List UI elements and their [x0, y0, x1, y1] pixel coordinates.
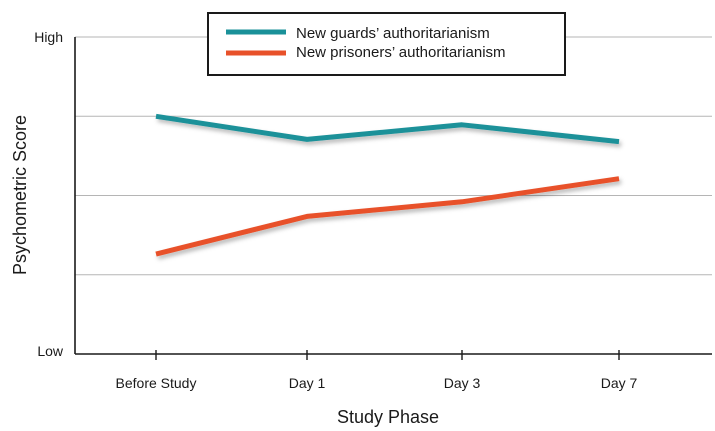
- series-line-0: [155, 113, 620, 145]
- series-lines: [155, 113, 620, 257]
- legend-box: [207, 12, 566, 76]
- legend-label-prisoners: New prisoners’ authoritarianism: [296, 44, 506, 61]
- x-tick-label: Day 3: [444, 375, 481, 391]
- x-tick-label: Before Study: [116, 375, 197, 391]
- y-axis-title: Psychometric Score: [10, 115, 30, 275]
- y-tick-label-low: Low: [37, 343, 64, 359]
- series-line-1: [155, 176, 620, 257]
- x-tick-label: Day 1: [289, 375, 326, 391]
- legend-label-guards: New guards’ authoritarianism: [296, 25, 490, 42]
- x-tick-label: Day 7: [601, 375, 638, 391]
- x-ticks: Before Study Day 1 Day 3 Day 7: [116, 350, 638, 391]
- x-axis-title: Study Phase: [337, 407, 439, 427]
- legend: New guards’ authoritarianism New prisone…: [207, 12, 566, 76]
- y-tick-label-high: High: [34, 29, 63, 45]
